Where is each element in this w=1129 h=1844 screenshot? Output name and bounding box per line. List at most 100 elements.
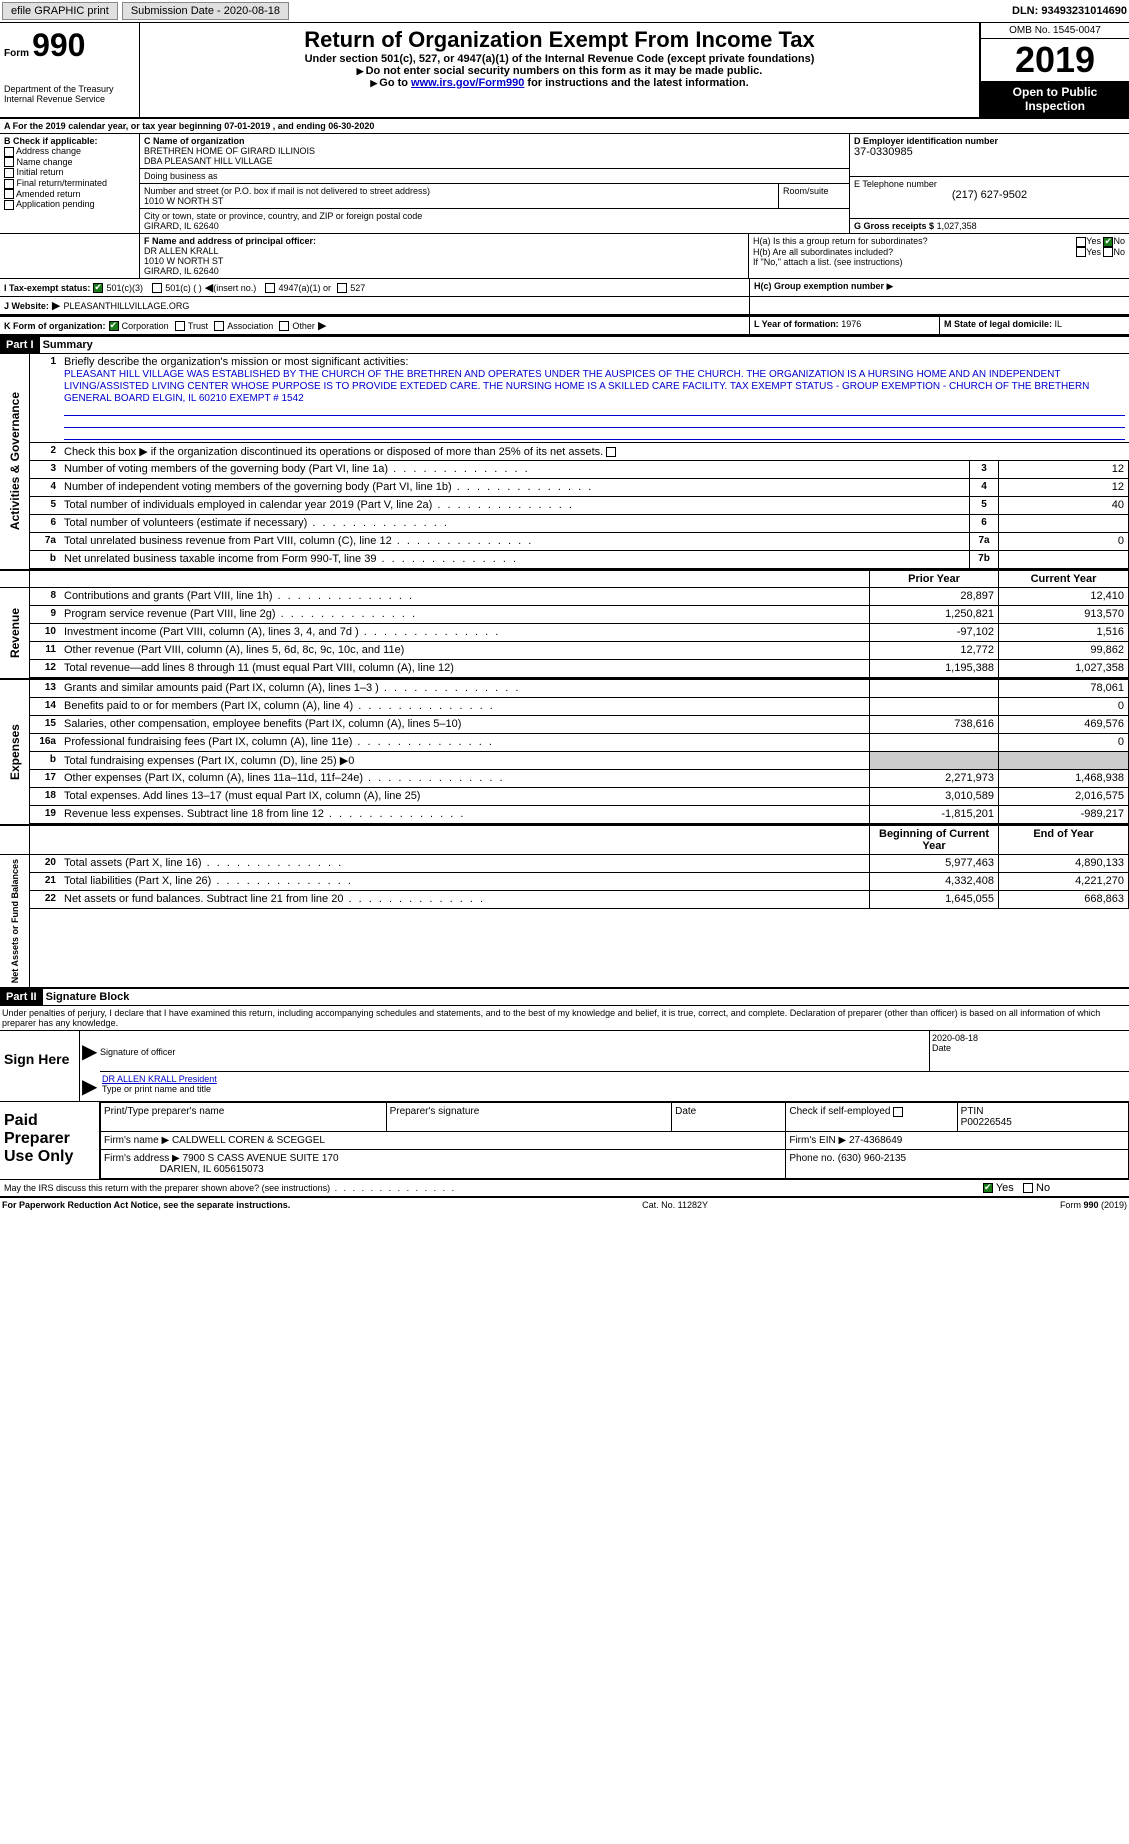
line16a-current: 0 bbox=[999, 734, 1129, 751]
room-suite-label: Room/suite bbox=[779, 184, 849, 208]
section-k-label: K Form of organization: bbox=[4, 321, 106, 331]
line15-text: Salaries, other compensation, employee b… bbox=[60, 716, 869, 733]
4947-label: 4947(a)(1) or bbox=[279, 283, 332, 293]
ptin-label: PTIN bbox=[961, 1106, 984, 1117]
form-number: 990 bbox=[32, 27, 85, 63]
final-return-checkbox[interactable] bbox=[4, 179, 14, 189]
omb-number: OMB No. 1545-0047 bbox=[981, 23, 1129, 39]
hb-label: H(b) Are all subordinates included? bbox=[753, 247, 893, 258]
line15-current: 469,576 bbox=[999, 716, 1129, 733]
line20-prior: 5,977,463 bbox=[869, 855, 999, 872]
section-c-label: C Name of organization bbox=[144, 136, 845, 146]
line14-text: Benefits paid to or for members (Part IX… bbox=[60, 698, 869, 715]
self-employed-checkbox[interactable] bbox=[893, 1107, 903, 1117]
gross-receipts-value: 1,027,358 bbox=[937, 221, 977, 231]
section-l-label: L Year of formation: bbox=[754, 319, 839, 329]
corp-label: Corporation bbox=[122, 321, 169, 331]
line22-text: Net assets or fund balances. Subtract li… bbox=[60, 891, 869, 908]
ha-no-label: No bbox=[1113, 236, 1125, 246]
line19-prior: -1,815,201 bbox=[869, 806, 999, 823]
discuss-yes-checkbox[interactable] bbox=[983, 1183, 993, 1193]
ha-yes-checkbox[interactable] bbox=[1076, 237, 1086, 247]
hb-yes-checkbox[interactable] bbox=[1076, 247, 1086, 257]
firm-addr-label: Firm's address ▶ bbox=[104, 1153, 180, 1164]
col-current-header: Current Year bbox=[999, 571, 1129, 587]
line11-text: Other revenue (Part VIII, column (A), li… bbox=[60, 642, 869, 659]
501c-label: 501(c) ( ) bbox=[165, 283, 202, 293]
initial-return-label: Initial return bbox=[17, 167, 64, 177]
line10-current: 1,516 bbox=[999, 624, 1129, 641]
501c-checkbox[interactable] bbox=[152, 283, 162, 293]
line5-text: Total number of individuals employed in … bbox=[60, 497, 969, 514]
ein-value: 37-0330985 bbox=[854, 146, 1125, 158]
section-b: B Check if applicable: Address change Na… bbox=[0, 134, 140, 233]
addr-change-checkbox[interactable] bbox=[4, 147, 14, 157]
527-checkbox[interactable] bbox=[337, 283, 347, 293]
line18-current: 2,016,575 bbox=[999, 788, 1129, 805]
amended-return-checkbox[interactable] bbox=[4, 189, 14, 199]
part1-header: Part I bbox=[0, 337, 40, 353]
other-label: Other bbox=[292, 321, 315, 331]
line14-prior bbox=[869, 698, 999, 715]
line9-current: 913,570 bbox=[999, 606, 1129, 623]
discuss-no-checkbox[interactable] bbox=[1023, 1183, 1033, 1193]
hb-no-checkbox[interactable] bbox=[1103, 247, 1113, 257]
instr-goto-suffix: for instructions and the latest informat… bbox=[524, 77, 748, 89]
line13-text: Grants and similar amounts paid (Part IX… bbox=[60, 680, 869, 697]
ptin-value: P00226545 bbox=[961, 1117, 1012, 1128]
efile-print-button[interactable]: efile GRAPHIC print bbox=[2, 2, 118, 20]
corp-checkbox[interactable] bbox=[109, 321, 119, 331]
org-name-1: BRETHREN HOME OF GIRARD ILLINOIS bbox=[144, 146, 845, 156]
part2-title: Signature Block bbox=[46, 991, 130, 1003]
initial-return-checkbox[interactable] bbox=[4, 168, 14, 178]
section-c: C Name of organization BRETHREN HOME OF … bbox=[140, 134, 849, 233]
other-checkbox[interactable] bbox=[279, 321, 289, 331]
trust-checkbox[interactable] bbox=[175, 321, 185, 331]
line12-current: 1,027,358 bbox=[999, 660, 1129, 677]
ha-no-checkbox[interactable] bbox=[1103, 237, 1113, 247]
4947-checkbox[interactable] bbox=[265, 283, 275, 293]
assoc-label: Association bbox=[227, 321, 273, 331]
line22-prior: 1,645,055 bbox=[869, 891, 999, 908]
top-bar: efile GRAPHIC print Submission Date - 20… bbox=[0, 0, 1129, 23]
line6-text: Total number of volunteers (estimate if … bbox=[60, 515, 969, 532]
sidebar-netassets: Net Assets or Fund Balances bbox=[10, 855, 20, 987]
tax-year: 2019 bbox=[981, 39, 1129, 81]
print-preparer-label: Print/Type preparer's name bbox=[101, 1103, 387, 1132]
line7a-value: 0 bbox=[999, 533, 1129, 550]
officer-name: DR ALLEN KRALL bbox=[144, 246, 744, 256]
submission-date-button[interactable]: Submission Date - 2020-08-18 bbox=[122, 2, 289, 20]
self-employed-label: Check if self-employed bbox=[789, 1106, 890, 1117]
section-i-label: I Tax-exempt status: bbox=[4, 283, 90, 293]
line2-checkbox[interactable] bbox=[606, 447, 616, 457]
line21-current: 4,221,270 bbox=[999, 873, 1129, 890]
form-label: Form bbox=[4, 48, 29, 59]
cat-number: Cat. No. 11282Y bbox=[642, 1200, 708, 1210]
hb-no-label: No bbox=[1113, 247, 1125, 257]
assoc-checkbox[interactable] bbox=[214, 321, 224, 331]
sidebar-expenses: Expenses bbox=[8, 720, 22, 784]
declaration-text: Under penalties of perjury, I declare th… bbox=[0, 1006, 1129, 1030]
line3-text: Number of voting members of the governin… bbox=[60, 461, 969, 478]
name-change-checkbox[interactable] bbox=[4, 157, 14, 167]
discuss-yes-label: Yes bbox=[996, 1182, 1014, 1194]
paid-preparer-label: Paid Preparer Use Only bbox=[0, 1102, 100, 1179]
irs-link[interactable]: www.irs.gov/Form990 bbox=[411, 77, 524, 89]
line16b-text: Total fundraising expenses (Part IX, col… bbox=[60, 752, 869, 769]
paperwork-notice: For Paperwork Reduction Act Notice, see … bbox=[2, 1200, 290, 1210]
year-formation: 1976 bbox=[841, 319, 861, 329]
mission-text: PLEASANT HILL VILLAGE WAS ESTABLISHED BY… bbox=[64, 369, 1089, 404]
sidebar-governance: Activities & Governance bbox=[8, 388, 22, 534]
dba-label: Doing business as bbox=[144, 171, 845, 181]
501c3-label: 501(c)(3) bbox=[106, 283, 143, 293]
line22-current: 668,863 bbox=[999, 891, 1129, 908]
hb-yes-label: Yes bbox=[1086, 247, 1101, 257]
firm-addr1: 7900 S CASS AVENUE SUITE 170 bbox=[183, 1153, 339, 1164]
line16a-prior bbox=[869, 734, 999, 751]
col-eoy-header: End of Year bbox=[999, 826, 1129, 854]
firm-addr2: DARIEN, IL 605615073 bbox=[160, 1164, 264, 1175]
app-pending-checkbox[interactable] bbox=[4, 200, 14, 210]
501c3-checkbox[interactable] bbox=[93, 283, 103, 293]
discuss-no-label: No bbox=[1036, 1182, 1050, 1194]
sidebar-revenue: Revenue bbox=[8, 604, 22, 662]
